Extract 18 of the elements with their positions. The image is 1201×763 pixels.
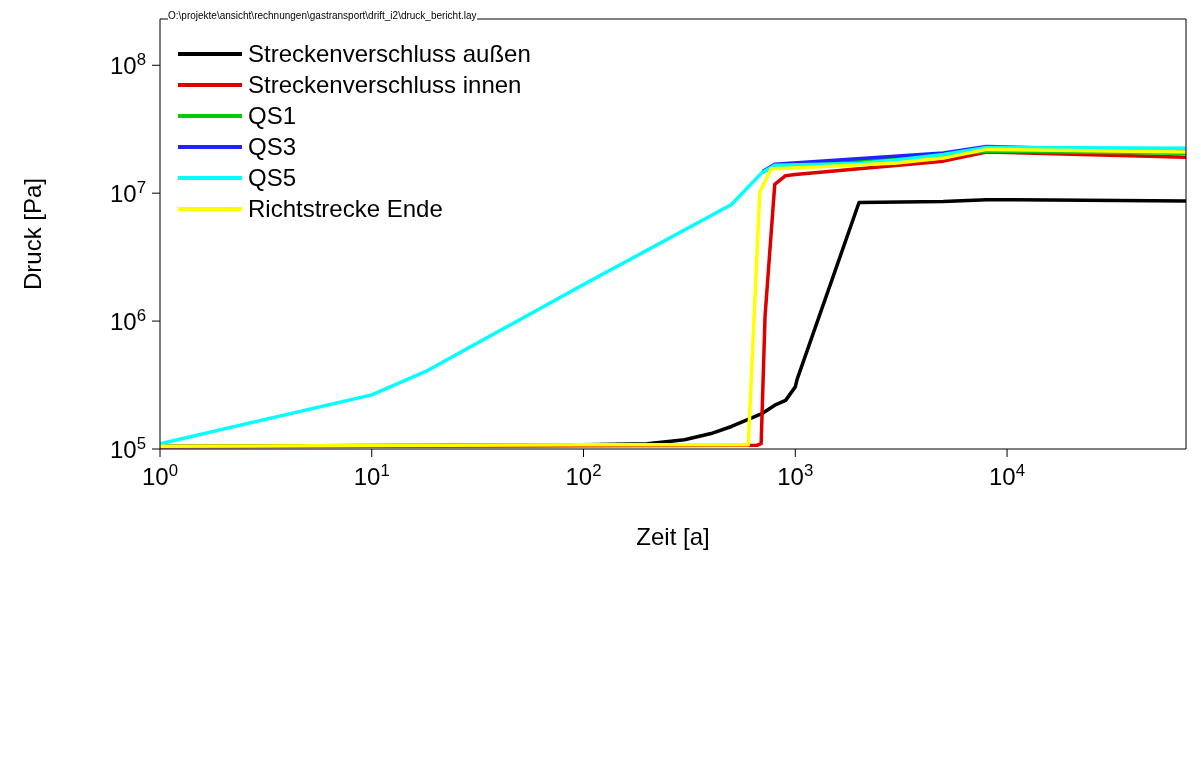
x-tick-label: 10$^{0}$ bbox=[141, 460, 179, 490]
y-tick-label: 10$^{6}$ bbox=[109, 305, 146, 336]
legend-label: QS5 bbox=[248, 163, 297, 193]
x-tick-label: 10$^{3}$ bbox=[777, 460, 814, 490]
y-axis-title: Druck [Pa] bbox=[18, 177, 46, 291]
legend-label: QS1 bbox=[248, 101, 297, 131]
x-tick-label: 10$^{4}$ bbox=[989, 460, 1026, 490]
y-tick-label: 10$^{7}$ bbox=[109, 177, 146, 208]
y-tick-label: 10$^{5}$ bbox=[109, 433, 146, 463]
legend-label: Streckenverschluss außen bbox=[248, 39, 531, 69]
legend-label: QS3 bbox=[248, 132, 297, 162]
y-tick-label: 10$^{8}$ bbox=[109, 49, 146, 80]
x-tick-label: 10$^{2}$ bbox=[565, 460, 602, 490]
x-tick-label: 10$^{1}$ bbox=[353, 460, 390, 490]
legend-label: Richtstrecke Ende bbox=[248, 194, 443, 224]
x-axis-title: Zeit [a] bbox=[636, 523, 710, 550]
legend-label: Streckenverschluss innen bbox=[248, 70, 522, 100]
annotation: O:\projekte\ansicht\rechnungen\gastransport\drift_i2\druck_bericht.lay bbox=[168, 10, 477, 21]
